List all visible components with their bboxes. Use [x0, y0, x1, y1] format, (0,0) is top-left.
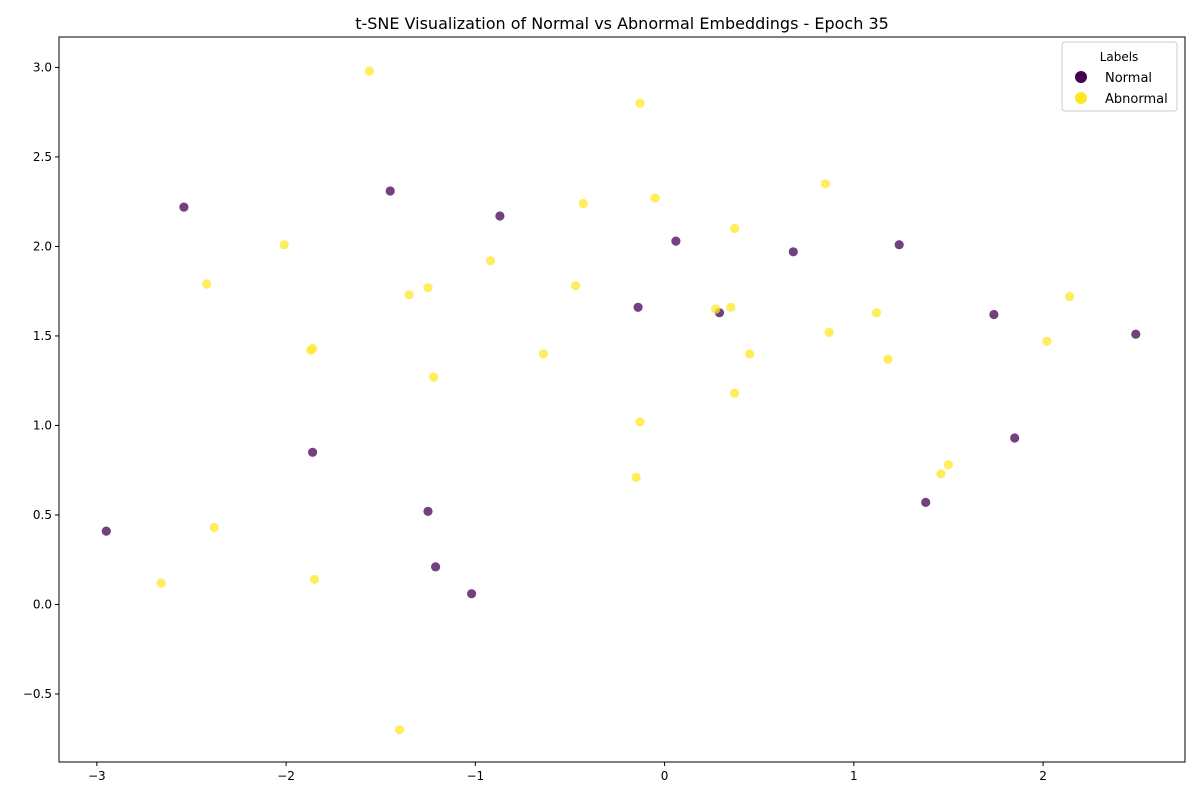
data-point-abnormal-13 — [726, 302, 736, 312]
data-point-abnormal-27 — [943, 460, 954, 470]
legend: Labels Normal Abnormal — [1061, 41, 1178, 112]
data-point-abnormal-23 — [429, 372, 439, 382]
data-point-abnormal-25 — [635, 417, 645, 427]
y-tick-label-1: 0.0 — [33, 597, 52, 611]
data-point-normal-0 — [179, 202, 189, 212]
data-point-normal-11 — [1010, 433, 1020, 443]
x-tick-label-0: −3 — [88, 769, 106, 783]
y-tick-label-7: 3.0 — [33, 60, 52, 74]
y-tick-label-5: 2.0 — [33, 239, 52, 253]
data-point-abnormal-8 — [202, 279, 212, 289]
x-tick-label-5: 2 — [1039, 769, 1047, 783]
data-point-normal-13 — [423, 506, 433, 516]
data-point-normal-5 — [894, 240, 904, 250]
data-point-abnormal-5 — [730, 223, 740, 234]
data-point-normal-4 — [788, 247, 798, 257]
x-tick-label-4: 1 — [850, 769, 858, 783]
data-point-abnormal-2 — [820, 179, 831, 189]
x-tick-label-1: −2 — [277, 769, 295, 783]
data-point-abnormal-17 — [1042, 336, 1052, 346]
data-point-abnormal-30 — [156, 578, 166, 588]
data-point-abnormal-4 — [650, 193, 660, 203]
data-point-abnormal-15 — [1065, 292, 1075, 302]
data-point-abnormal-32 — [395, 725, 405, 735]
legend-marker-normal — [1075, 71, 1087, 83]
data-point-abnormal-20 — [538, 349, 549, 359]
data-point-abnormal-21 — [745, 349, 755, 359]
data-point-abnormal-7 — [485, 256, 496, 266]
data-point-abnormal-10 — [423, 283, 433, 293]
legend-marker-abnormal — [1075, 92, 1087, 104]
data-point-normal-15 — [431, 562, 441, 572]
data-point-abnormal-0 — [364, 66, 374, 76]
points-layer — [101, 66, 1141, 735]
data-point-normal-10 — [308, 447, 318, 457]
legend-box — [1061, 41, 1178, 112]
legend-label-normal: Normal — [1105, 71, 1152, 86]
y-tick-label-2: 0.5 — [33, 508, 52, 522]
data-point-normal-16 — [467, 589, 477, 599]
data-point-abnormal-14 — [871, 308, 882, 318]
y-tick-label-0: −0.5 — [23, 687, 52, 701]
data-point-abnormal-6 — [279, 240, 289, 250]
data-point-abnormal-1 — [635, 98, 645, 108]
data-point-normal-2 — [495, 211, 505, 221]
data-point-abnormal-24 — [730, 388, 740, 398]
axes-layer: −3 −2 −1 0 1 2 −0.5 0.0 0.5 1.0 1.5 2.0 2.5 3.0 — [23, 36, 1186, 783]
data-point-abnormal-31 — [309, 574, 320, 585]
data-point-abnormal-22 — [883, 354, 893, 364]
data-point-abnormal-26 — [631, 472, 641, 482]
data-point-abnormal-3 — [578, 198, 588, 209]
legend-title: Labels — [1100, 50, 1139, 64]
data-point-normal-12 — [921, 497, 931, 507]
data-point-abnormal-29 — [209, 522, 219, 533]
data-point-abnormal-16 — [824, 327, 834, 337]
data-point-normal-9 — [1131, 329, 1141, 339]
data-point-normal-14 — [101, 526, 111, 536]
data-point-normal-3 — [671, 236, 681, 246]
chart-title: t-SNE Visualization of Normal vs Abnorma… — [355, 14, 889, 33]
legend-label-abnormal: Abnormal — [1105, 92, 1168, 107]
y-tick-label-4: 1.5 — [33, 329, 52, 343]
y-tick-label-3: 1.0 — [33, 418, 52, 432]
data-point-abnormal-9 — [404, 290, 414, 300]
data-point-normal-8 — [989, 309, 999, 320]
data-point-abnormal-19 — [308, 343, 318, 354]
y-tick-label-6: 2.5 — [33, 150, 52, 164]
data-point-abnormal-12 — [711, 304, 721, 314]
x-tick-label-3: 0 — [661, 769, 669, 783]
data-point-normal-6 — [633, 302, 643, 312]
data-point-abnormal-28 — [936, 469, 946, 479]
data-point-normal-1 — [385, 186, 395, 196]
x-tick-label-2: −1 — [466, 769, 484, 783]
axes-frame — [58, 36, 1186, 763]
data-point-abnormal-11 — [571, 281, 581, 291]
